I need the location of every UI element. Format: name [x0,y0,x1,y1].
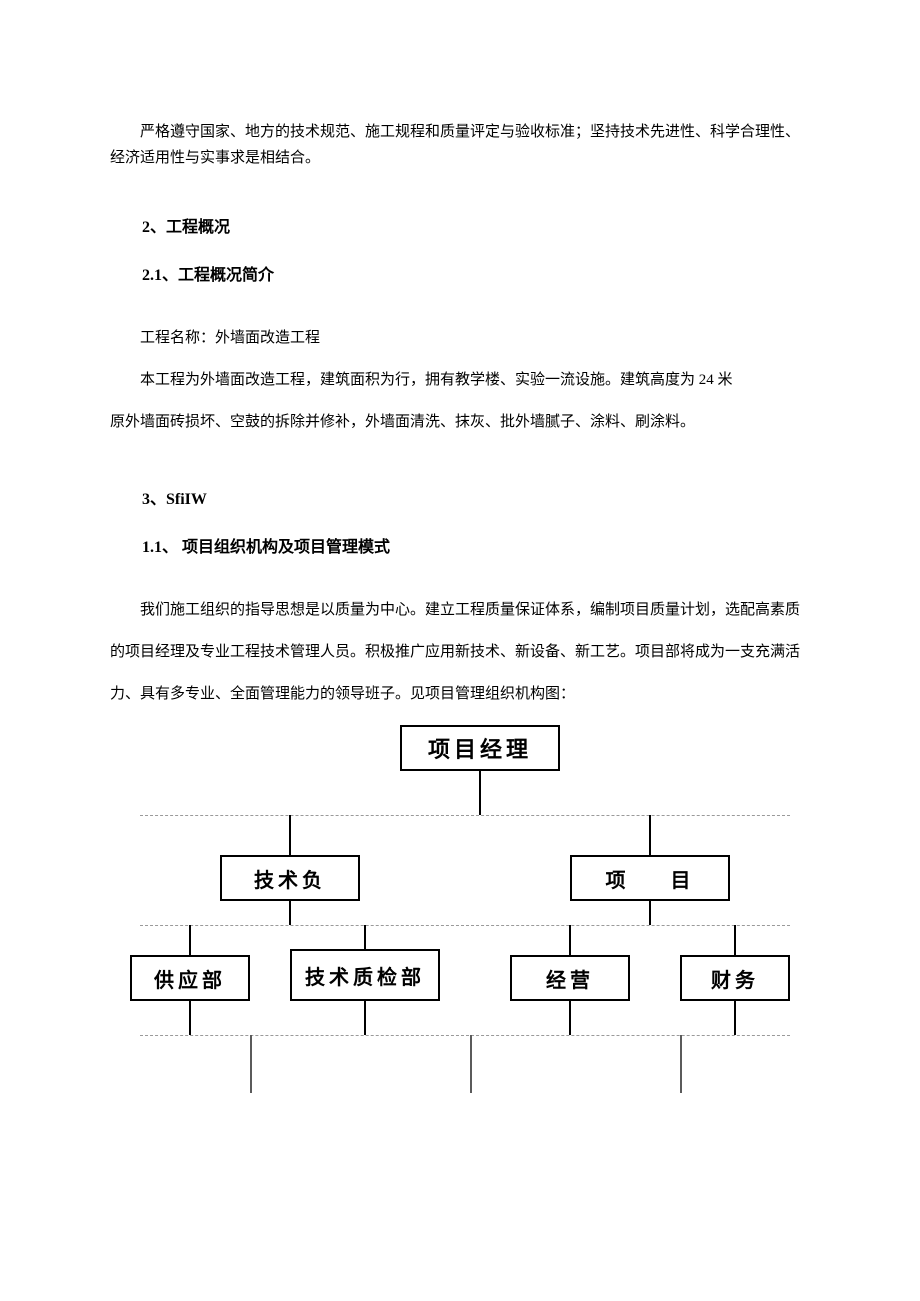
project-desc-1: 本工程为外墙面改造工程，建筑面积为行，拥有教学楼、实验一流设施。建筑高度为 24… [110,359,810,401]
edge [734,1001,736,1035]
section-3-number: 3 [142,491,150,508]
edge [189,1001,191,1035]
node-project: 项 目 [570,855,730,901]
project-desc-2: 原外墙面砖损坏、空鼓的拆除并修补，外墙面清洗、抹灰、批外墙腻子、涂料、刷涂料。 [110,401,810,443]
edge [250,1035,252,1093]
intro-paragraph: 严格遵守国家、地方的技术规范、施工规程和质量评定与验收标准；坚持技术先进性、科学… [110,120,810,171]
section-2-1-title: 、工程概况简介 [162,267,274,284]
org-chart-container: 项目经理 技术负 项 目 供应部 技术质检部 经营 财务 [110,725,810,1095]
edge [470,1035,472,1093]
section-3-title: 、SfiIW [150,491,207,508]
edge [289,901,291,925]
section-2-1-heading: 2.1、工程概况简介 [110,261,810,285]
section-2-title: 、工程概况 [150,219,230,236]
section-2-number: 2 [142,219,150,236]
org-intro-paragraph: 我们施工组织的指导思想是以质量为中心。建立工程质量保证体系，编制项目质量计划，选… [110,589,810,715]
edge [680,1035,682,1093]
edge [649,815,651,855]
section-3-heading: 3、SfiIW [110,485,810,509]
node-tech-qc-dept: 技术质检部 [290,949,440,1001]
edge [649,901,651,925]
node-finance: 财务 [680,955,790,1001]
org-chart: 项目经理 技术负 项 目 供应部 技术质检部 经营 财务 [110,725,810,1095]
node-supply-dept: 供应部 [130,955,250,1001]
node-operations: 经营 [510,955,630,1001]
edge [569,1001,571,1035]
node-tech-lead: 技术负 [220,855,360,901]
section-1-1-number: 1.1、 [142,539,178,556]
node-project-manager: 项目经理 [400,725,560,771]
edge [734,925,736,955]
section-1-1-heading: 1.1、 项目组织机构及项目管理模式 [110,533,810,557]
edge [364,1001,366,1035]
edge [569,925,571,955]
section-1-1-title: 项目组织机构及项目管理模式 [178,539,390,556]
section-2-heading: 2、工程概况 [110,213,810,237]
edge [364,925,366,949]
edge [189,925,191,955]
section-2-1-number: 2.1 [142,267,162,284]
edge [289,815,291,855]
edge-bus-1 [140,815,790,816]
edge-bus-2 [140,925,790,926]
edge [479,771,481,815]
project-name-line: 工程名称：外墙面改造工程 [110,317,810,359]
edge-bus-3 [140,1035,790,1036]
